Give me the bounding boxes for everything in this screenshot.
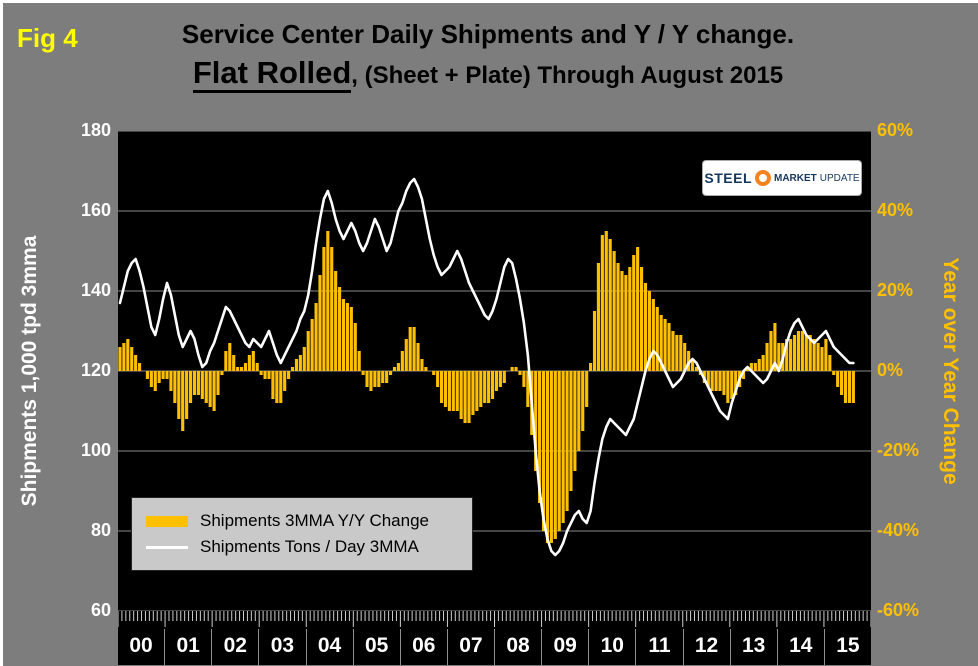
x-axis-label: 08 bbox=[494, 629, 541, 665]
x-axis-label: 04 bbox=[305, 629, 353, 665]
plot-svg bbox=[118, 131, 871, 611]
line-series-swatch-icon bbox=[146, 545, 188, 549]
fig-number-label: Fig 4 bbox=[17, 23, 78, 53]
x-axis-label: 00 bbox=[129, 634, 153, 657]
x-axis-label: 13 bbox=[729, 629, 777, 665]
right-axis-tick-label: 40% bbox=[877, 200, 914, 220]
left-axis-tick-label: 60 bbox=[90, 600, 111, 620]
x-axis-label: 05 bbox=[352, 629, 400, 665]
left-axis-tick-label: 100 bbox=[80, 440, 111, 460]
left-axis-tick-label: 140 bbox=[80, 280, 111, 300]
right-axis-tick-label: -20% bbox=[877, 440, 920, 460]
left-axis-tick-label: 180 bbox=[80, 120, 111, 140]
x-axis-label: 12 bbox=[682, 629, 730, 665]
x-axis-label: 10 bbox=[588, 629, 635, 665]
chart-title-rest: , (Sheet + Plate) Through August 2015 bbox=[351, 62, 784, 89]
left-axis-tick-label: 120 bbox=[80, 360, 111, 380]
x-axis-label: 09 bbox=[541, 629, 588, 665]
smu-logo: STEEL MARKET UPDATE bbox=[703, 161, 861, 195]
bar-series-swatch-icon bbox=[146, 515, 188, 527]
x-axis-label: 02 bbox=[211, 629, 258, 665]
chart-title-line2: Flat Rolled, (Sheet + Plate) Through Aug… bbox=[63, 55, 913, 93]
right-axis-title: Year over Year Change bbox=[939, 257, 962, 485]
logo-steel-text: STEEL bbox=[704, 170, 752, 186]
right-axis-tick-label: 0% bbox=[877, 360, 904, 380]
x-axis-tick-band bbox=[118, 611, 871, 629]
x-axis-label: 11 bbox=[635, 629, 682, 665]
x-axis-label: 15 bbox=[823, 629, 871, 665]
legend-line-label: Shipments Tons / Day 3MMA bbox=[200, 537, 419, 556]
x-axis-label: 14 bbox=[776, 629, 824, 665]
orange-ring-icon bbox=[755, 170, 771, 186]
logo-market-text: MARKET bbox=[774, 172, 817, 184]
x-axis-label: 07 bbox=[446, 629, 494, 665]
left-axis-tick-label: 160 bbox=[80, 200, 111, 220]
right-axis-tick-label: -40% bbox=[877, 520, 920, 540]
legend-bar-label: Shipments 3MMA Y/Y Change bbox=[200, 511, 430, 530]
legend: Shipments 3MMA Y/Y Change Shipments Tons… bbox=[131, 497, 473, 571]
left-axis-title: Shipments 1,000 tpd 3mma bbox=[18, 235, 41, 507]
legend-entry-line: Shipments Tons / Day 3MMA bbox=[146, 534, 458, 560]
x-axis-label: 06 bbox=[399, 629, 447, 665]
chart-title-emphasis: Flat Rolled bbox=[192, 55, 352, 93]
right-axis-tick-label: -60% bbox=[877, 600, 920, 620]
left-axis-tick-label: 80 bbox=[90, 520, 111, 540]
chart-title-line1: Service Center Daily Shipments and Y / Y… bbox=[181, 19, 795, 49]
x-axis-label: 03 bbox=[258, 629, 305, 665]
logo-update-text: UPDATE bbox=[819, 172, 860, 184]
right-axis-tick-label: 20% bbox=[877, 280, 914, 300]
x-ticks-svg bbox=[118, 611, 871, 627]
legend-entry-bars: Shipments 3MMA Y/Y Change bbox=[146, 508, 458, 534]
chart-title-block: Service Center Daily Shipments and Y / Y… bbox=[63, 19, 913, 93]
x-axis-labels: 00 01 02 03 04 05 06 07 08 09 10 11 12 1… bbox=[118, 629, 871, 665]
right-axis-tick-label: 60% bbox=[877, 120, 914, 140]
x-axis-label: 01 bbox=[164, 629, 211, 665]
